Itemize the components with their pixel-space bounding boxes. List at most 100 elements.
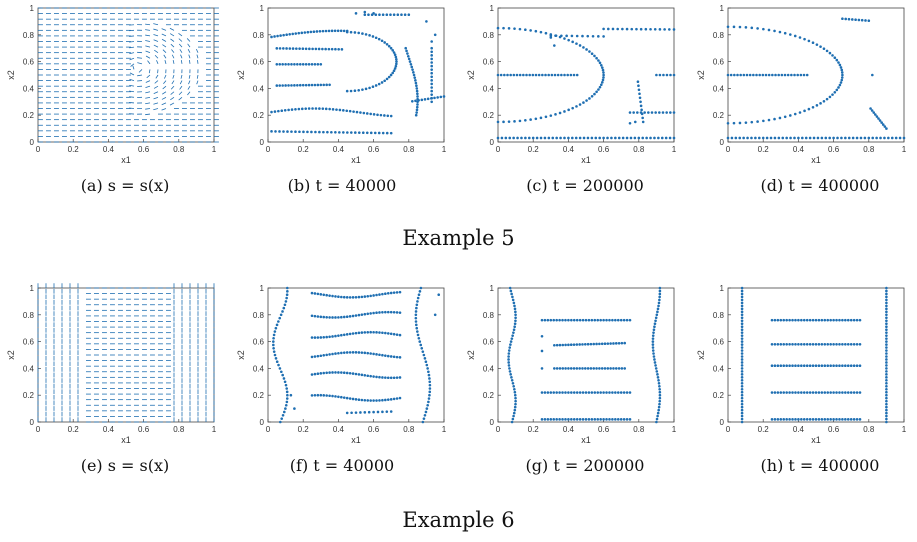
data-point bbox=[593, 54, 596, 58]
data-point bbox=[773, 318, 777, 322]
data-point bbox=[780, 73, 784, 77]
data-point bbox=[805, 342, 809, 346]
data-point bbox=[378, 375, 381, 379]
data-point bbox=[314, 130, 317, 134]
data-point bbox=[817, 342, 821, 346]
data-point bbox=[406, 52, 409, 55]
data-point bbox=[757, 136, 761, 140]
vector-arrow bbox=[154, 49, 159, 53]
data-point bbox=[386, 354, 390, 358]
data-point bbox=[799, 73, 803, 77]
data-point bbox=[595, 342, 598, 346]
data-point bbox=[590, 318, 594, 322]
data-point bbox=[437, 293, 441, 296]
data-point bbox=[354, 331, 358, 335]
data-point bbox=[885, 325, 888, 329]
data-point bbox=[335, 108, 338, 111]
data-point bbox=[740, 393, 744, 397]
data-point bbox=[828, 136, 831, 140]
data-point bbox=[587, 391, 591, 394]
data-point bbox=[623, 367, 627, 370]
data-point bbox=[328, 107, 331, 111]
vector-arrow bbox=[172, 74, 175, 79]
data-point bbox=[852, 418, 856, 421]
data-point bbox=[313, 62, 317, 66]
vector-arrow bbox=[129, 41, 135, 43]
data-point bbox=[658, 402, 661, 406]
data-point bbox=[363, 312, 367, 316]
data-point bbox=[281, 62, 284, 66]
data-point bbox=[354, 314, 358, 317]
y-tick-label: 0.4 bbox=[713, 84, 725, 93]
data-point bbox=[328, 316, 331, 319]
data-point bbox=[814, 364, 818, 368]
data-point bbox=[788, 318, 791, 322]
data-point bbox=[608, 318, 611, 322]
data-point bbox=[828, 51, 832, 55]
data-point bbox=[651, 346, 655, 349]
data-point bbox=[298, 130, 301, 134]
data-point bbox=[844, 342, 847, 346]
data-point bbox=[539, 116, 543, 120]
data-point bbox=[315, 30, 319, 33]
data-point bbox=[430, 86, 433, 89]
data-point bbox=[629, 136, 633, 140]
y-tick-label: 0.8 bbox=[483, 31, 495, 40]
data-point bbox=[274, 357, 278, 360]
data-point bbox=[858, 364, 862, 368]
data-point bbox=[430, 79, 433, 82]
y-tick-label: 0.6 bbox=[253, 58, 265, 67]
data-point bbox=[507, 358, 510, 361]
y-tick-label: 0.6 bbox=[253, 338, 265, 347]
vector-arrow bbox=[145, 91, 151, 94]
vector-arrow bbox=[187, 85, 191, 90]
data-point bbox=[788, 418, 791, 421]
vector-arrow bbox=[138, 69, 143, 73]
data-point bbox=[389, 73, 393, 77]
data-point bbox=[377, 131, 381, 135]
data-point bbox=[567, 418, 570, 421]
data-point bbox=[513, 322, 517, 326]
vector-arrow bbox=[129, 35, 135, 37]
data-point bbox=[316, 315, 320, 318]
data-point bbox=[386, 310, 390, 314]
data-point bbox=[511, 417, 515, 421]
data-point bbox=[590, 94, 594, 98]
panel-g: 0 0.2 0.4 0.6 0.8 1 0 0.2 0.4 0.6 0.8 1 x1 x2 bbox=[460, 280, 690, 445]
data-point bbox=[334, 352, 337, 355]
data-point bbox=[524, 136, 527, 140]
data-point bbox=[334, 316, 337, 319]
y-tick-label: 0.6 bbox=[483, 58, 495, 67]
data-point bbox=[554, 113, 557, 116]
vector-arrow bbox=[164, 74, 167, 79]
data-point bbox=[297, 31, 301, 35]
data-point bbox=[593, 92, 596, 96]
vector-arrow bbox=[162, 44, 167, 48]
data-point bbox=[392, 355, 396, 359]
data-point bbox=[398, 356, 402, 359]
x-tick-label: 0.4 bbox=[563, 145, 575, 154]
vector-arrow bbox=[170, 85, 175, 90]
data-point bbox=[281, 414, 285, 417]
data-point bbox=[655, 370, 659, 373]
data-point bbox=[619, 391, 623, 394]
data-point bbox=[340, 295, 343, 299]
data-point bbox=[272, 343, 275, 347]
data-point bbox=[342, 396, 346, 399]
data-point bbox=[835, 318, 838, 322]
data-point bbox=[885, 337, 888, 340]
data-point bbox=[516, 136, 519, 140]
x-tick-label: 0.2 bbox=[528, 145, 540, 154]
data-point bbox=[555, 136, 558, 140]
data-point bbox=[839, 66, 843, 69]
data-point bbox=[507, 120, 511, 123]
data-point bbox=[740, 331, 744, 334]
data-point bbox=[560, 73, 563, 77]
data-point bbox=[378, 331, 381, 334]
data-point bbox=[755, 73, 758, 77]
x-tick-label: 0.8 bbox=[173, 425, 185, 434]
data-point bbox=[373, 131, 377, 135]
data-point bbox=[334, 131, 337, 134]
data-point bbox=[849, 418, 853, 421]
data-point bbox=[345, 371, 349, 375]
